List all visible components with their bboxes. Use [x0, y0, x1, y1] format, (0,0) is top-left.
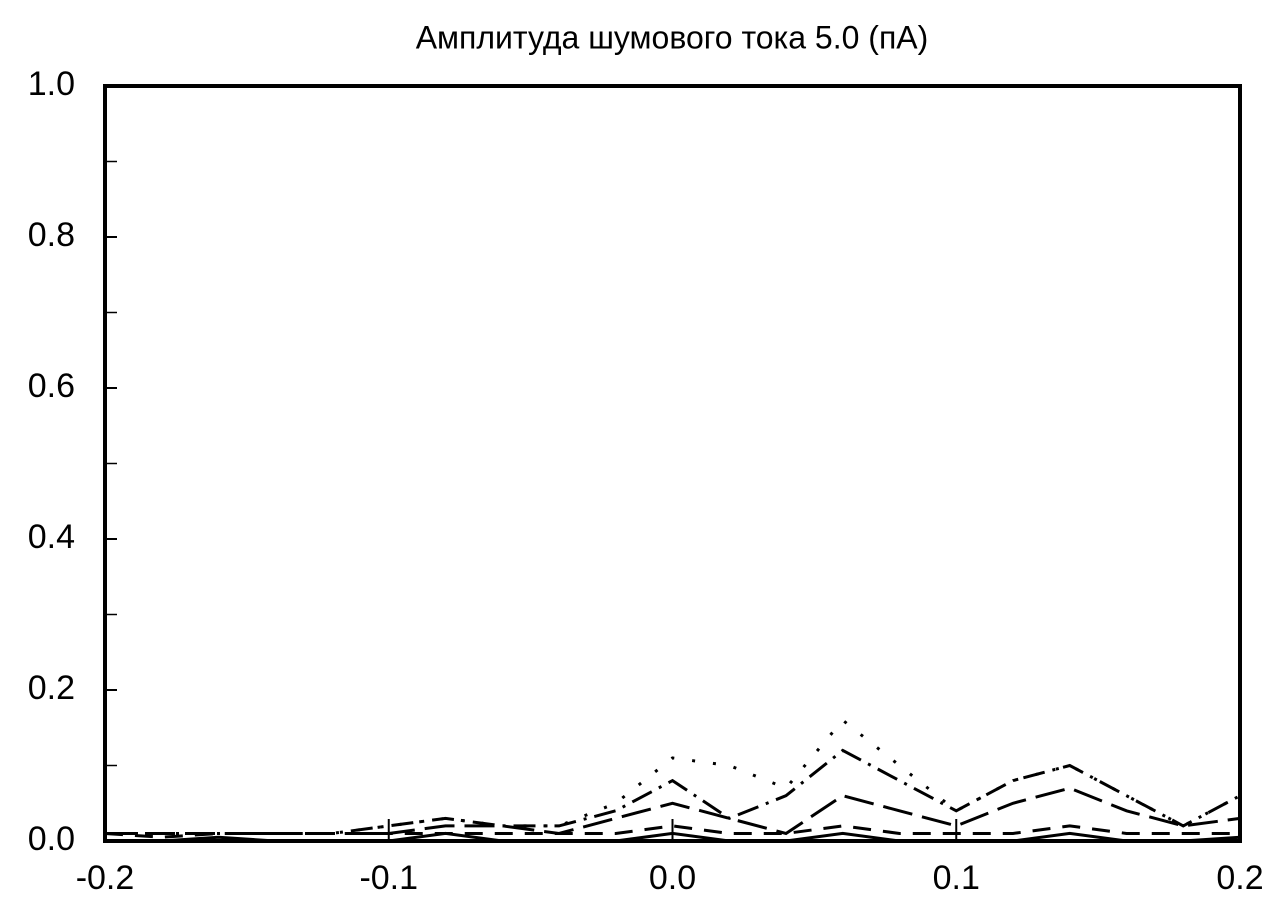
x-tick-label: -0.2 [76, 859, 135, 897]
x-tick-label: 0.2 [1216, 859, 1263, 897]
y-tick-label: 0.4 [28, 518, 75, 556]
x-tick-label: 0.0 [649, 859, 696, 897]
plot-frame [103, 84, 1242, 843]
series-line [105, 748, 1241, 835]
y-tick-label: 1.0 [28, 65, 75, 103]
x-tick-label: 0.1 [933, 859, 980, 897]
series-line [104, 824, 1240, 839]
y-tick-label: 0.2 [28, 669, 75, 707]
y-tick-label: 0.6 [28, 367, 75, 405]
y-tick-label: 0.8 [28, 216, 75, 254]
y-tick-label: 0.0 [28, 820, 75, 858]
x-tick-label: -0.1 [359, 859, 418, 897]
series-line [105, 718, 1241, 835]
chart-title: Амплитуда шумового тока 5.0 (пА) [416, 19, 929, 55]
